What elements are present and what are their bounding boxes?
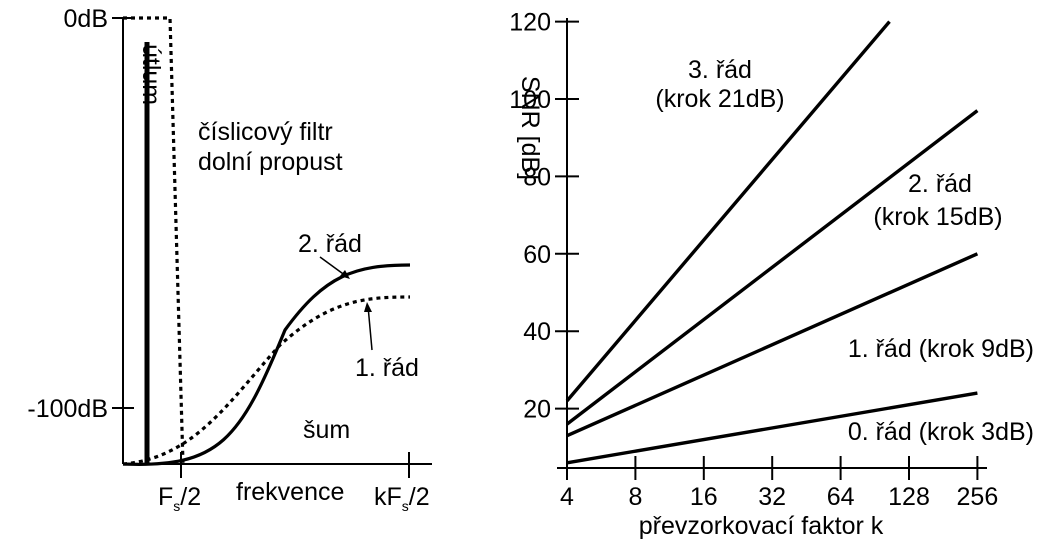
x-tick-label: 16: [690, 483, 718, 511]
left-y-tick-label-0db: 0dB: [64, 5, 108, 33]
left-y-tick-label-100db: -100dB: [27, 395, 108, 423]
x-tick-label: 32: [758, 483, 786, 511]
left-x-axis-label: frekvence: [236, 478, 344, 506]
series-line-order2: [565, 109, 979, 426]
arrow-order2: [319, 256, 347, 277]
x-ticks: 4 8 16 32 64 128 256: [560, 456, 998, 511]
x-tick-label: 256: [957, 483, 999, 511]
arrow-order1: [367, 305, 373, 351]
series-line-order1: [566, 252, 979, 438]
arrow-order1-head: [364, 302, 372, 312]
y-tick-label: 100: [509, 86, 551, 114]
left-panel: 0dB -100dB útlum Fs/2 frekvence kFs/2 čí…: [27, 5, 432, 514]
y-tick-label: 40: [523, 318, 551, 346]
filter-label-line2: dolní propust: [198, 148, 343, 176]
x-tick-label: 128: [888, 483, 930, 511]
y-ticks: 20 40 60 80 100 120: [509, 9, 579, 424]
series-label-order3-line2: (krok 21dB): [655, 85, 784, 113]
left-x-tick-label-kfs2: kFs/2: [374, 483, 430, 514]
series-line-order3: [565, 20, 891, 403]
x-axis-label: převzorkovací faktor k: [639, 512, 884, 540]
x-tick-label: 4: [560, 483, 574, 511]
arrow-order2-head: [340, 270, 350, 279]
y-tick-label: 20: [523, 396, 551, 424]
series-line-order0: [566, 391, 978, 465]
series-lines: [565, 20, 979, 465]
left-x-tick-label-fs2: Fs/2: [158, 483, 201, 514]
label-noise: šum: [303, 416, 350, 444]
series-label-order1: 1. řád (krok 9dB): [848, 335, 1034, 363]
noise-curve-order1: [122, 295, 411, 466]
noise-curve-order2: [122, 263, 411, 466]
label-order1: 1. řád: [355, 354, 419, 382]
y-tick-label: 60: [523, 241, 551, 269]
series-label-order0: 0. řád (krok 3dB): [848, 418, 1034, 446]
filter-label-line1: číslicový filtr: [198, 118, 333, 146]
series-label-order3-line1: 3. řád: [688, 56, 752, 84]
x-tick-label: 64: [827, 483, 855, 511]
y-tick-label: 120: [509, 9, 551, 37]
lowpass-filter-curve: [123, 16, 185, 465]
series-label-order2-line1: 2. řád: [908, 170, 972, 198]
label-order2: 2. řád: [298, 230, 362, 258]
y-axis-label: SNR [dB]: [516, 76, 544, 180]
left-y-axis-label: útlum: [137, 44, 165, 105]
y-tick-label: 80: [523, 163, 551, 191]
snr-chart: 20 40 60 80 100 120 4 8 16 32 64 128 256 SNR [dB] p…: [509, 9, 1034, 540]
series-label-order2-line2: (krok 15dB): [873, 203, 1002, 231]
x-tick-label: 8: [628, 483, 642, 511]
